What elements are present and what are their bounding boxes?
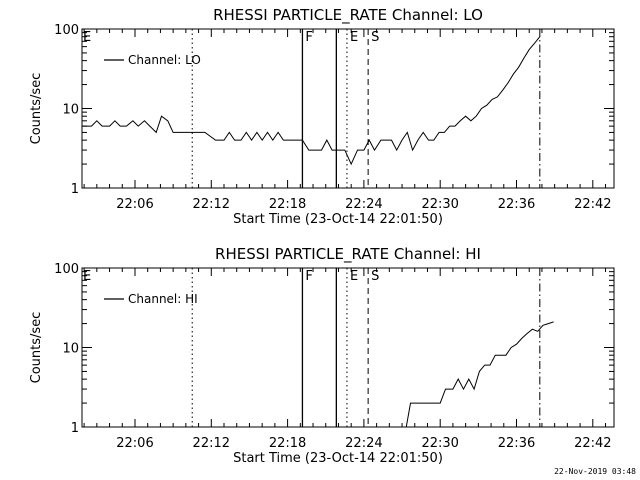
y-tick-label: 100 <box>54 23 79 38</box>
plot-timestamp: 22-Nov-2019 03:48 <box>554 467 636 476</box>
chart-title: RHESSI PARTICLE_RATE Channel: HI <box>215 245 481 264</box>
x-tick-label: 22:18 <box>269 197 306 212</box>
x-tick-label: 22:18 <box>269 436 306 451</box>
legend-label: Channel: LO <box>128 53 201 67</box>
y-tick-label: 1 <box>71 421 79 436</box>
y-axis-label: Counts/sec <box>29 312 44 384</box>
left-event-label: E <box>83 269 91 284</box>
y-tick-label: 10 <box>62 103 79 118</box>
legend-label: Channel: HI <box>128 292 198 306</box>
x-tick-label: 22:12 <box>193 197 230 212</box>
left-event-label: E <box>83 30 91 45</box>
hi-channel-panel: RHESSI PARTICLE_RATE Channel: HI 22:06 22:… <box>29 245 615 466</box>
x-tick-label: 22:42 <box>574 436 611 451</box>
x-tick-label: 22:06 <box>116 436 153 451</box>
x-tick-label: 22:30 <box>421 436 458 451</box>
x-tick-label: 22:36 <box>498 436 535 451</box>
event-marker-label: E <box>350 30 358 45</box>
x-tick-label: 22:24 <box>345 436 382 451</box>
x-tick-label: 22:30 <box>421 197 458 212</box>
x-axis-label: Start Time (23-Oct-14 22:01:50) <box>233 212 443 227</box>
y-axis-label: Counts/sec <box>29 73 44 145</box>
y-tick-label: 100 <box>54 262 79 277</box>
x-tick-label: 22:42 <box>574 197 611 212</box>
series-line <box>405 321 554 427</box>
x-axis-label: Start Time (23-Oct-14 22:01:50) <box>233 451 443 466</box>
event-marker-label: S <box>371 30 379 45</box>
x-tick-label: 22:36 <box>498 197 535 212</box>
chart-title: RHESSI PARTICLE_RATE Channel: LO <box>213 6 483 25</box>
y-tick-label: 1 <box>71 182 79 197</box>
x-tick-label: 22:06 <box>116 197 153 212</box>
event-marker-label: F <box>305 269 312 284</box>
lo-channel-panel: RHESSI PARTICLE_RATE Channel: LO 22:06 22:… <box>29 6 615 227</box>
event-marker-label: F <box>305 30 312 45</box>
series-line <box>82 36 541 166</box>
event-marker-label: S <box>371 269 379 284</box>
x-tick-label: 22:12 <box>193 436 230 451</box>
event-marker-label: E <box>350 269 358 284</box>
x-tick-label: 22:24 <box>345 197 382 212</box>
y-tick-label: 10 <box>62 342 79 357</box>
